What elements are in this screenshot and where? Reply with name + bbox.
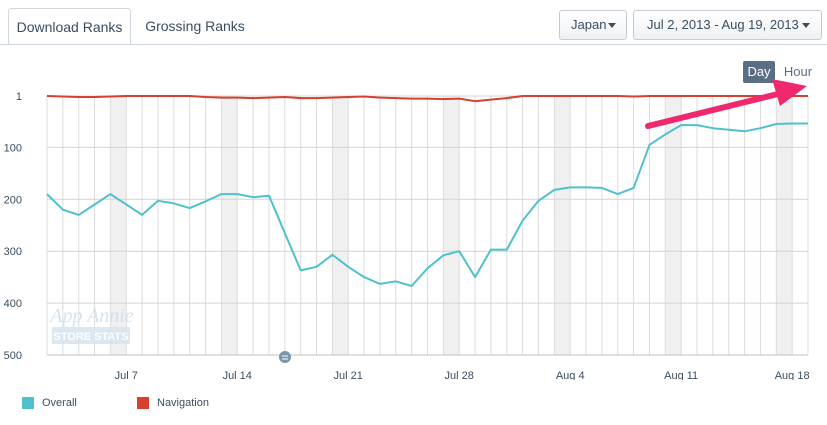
watermark-banner bbox=[52, 327, 130, 344]
arrow-head bbox=[772, 80, 807, 106]
weekend-band bbox=[776, 96, 793, 355]
x-tick-label: Aug 18 bbox=[775, 370, 810, 380]
rank-line-chart: 1 100 200 300 400 500 Jul 7 Jul 14 Jul 21 Jul 28 A… bbox=[4, 80, 810, 380]
tab-grossing-ranks[interactable]: Grossing Ranks bbox=[145, 18, 245, 34]
x-tick-label: Aug 11 bbox=[664, 370, 698, 380]
tab-divider bbox=[0, 44, 827, 45]
country-label: Japan bbox=[571, 17, 607, 32]
speech-bubble-body bbox=[279, 351, 291, 363]
legend-item-navigation[interactable]: Navigation bbox=[137, 396, 227, 410]
rank-type-tabs: Download Ranks Grossing Ranks bbox=[0, 0, 827, 46]
date-range-dropdown[interactable]: Jul 2, 2013 - Aug 19, 2013 bbox=[633, 10, 822, 40]
weekend-band bbox=[665, 96, 682, 355]
tab-download-ranks[interactable]: Download Ranks bbox=[8, 8, 131, 45]
y-tick-label: 500 bbox=[4, 350, 22, 362]
weekend-band bbox=[221, 96, 238, 355]
y-tick-label: 300 bbox=[4, 246, 22, 258]
arrow-icon bbox=[645, 80, 807, 129]
legend-swatch-overall bbox=[22, 397, 34, 409]
weekend-band bbox=[443, 96, 460, 355]
weekend-band bbox=[554, 96, 571, 355]
app-annie-watermark: App Annie STORE STATS bbox=[48, 305, 134, 344]
series-line-overall bbox=[46, 122, 808, 287]
x-tick-label: Aug 4 bbox=[556, 370, 585, 380]
arrow-shaft bbox=[645, 90, 785, 129]
day-toggle-button[interactable]: Day bbox=[743, 61, 775, 83]
watermark-subtext: STORE STATS bbox=[53, 331, 128, 343]
y-tick-label: 1 bbox=[16, 91, 22, 103]
y-tick-label: 100 bbox=[4, 142, 22, 154]
x-tick-label: Jul 21 bbox=[334, 370, 363, 380]
hour-toggle-button[interactable]: Hour bbox=[783, 64, 813, 79]
date-range-label: Jul 2, 2013 - Aug 19, 2013 bbox=[647, 17, 799, 32]
x-tick-label: Jul 14 bbox=[223, 370, 252, 380]
watermark-text: App Annie bbox=[48, 305, 134, 327]
weekend-band bbox=[110, 96, 127, 355]
caret-down-icon bbox=[608, 23, 616, 28]
x-tick-label: Jul 28 bbox=[445, 370, 474, 380]
caret-down-icon bbox=[802, 23, 810, 28]
x-tick-label: Jul 7 bbox=[115, 370, 138, 380]
speech-bubble-icon bbox=[279, 351, 291, 363]
weekend-band bbox=[332, 96, 349, 355]
legend-item-overall[interactable]: Overall bbox=[22, 396, 102, 410]
y-tick-label: 200 bbox=[4, 194, 22, 206]
legend-swatch-navigation bbox=[137, 397, 149, 409]
country-dropdown[interactable]: Japan bbox=[559, 10, 627, 40]
y-tick-label: 400 bbox=[4, 298, 22, 310]
legend-label-navigation: Navigation bbox=[157, 397, 209, 409]
series-line-navigation bbox=[46, 95, 808, 103]
legend-label-overall: Overall bbox=[42, 397, 77, 409]
